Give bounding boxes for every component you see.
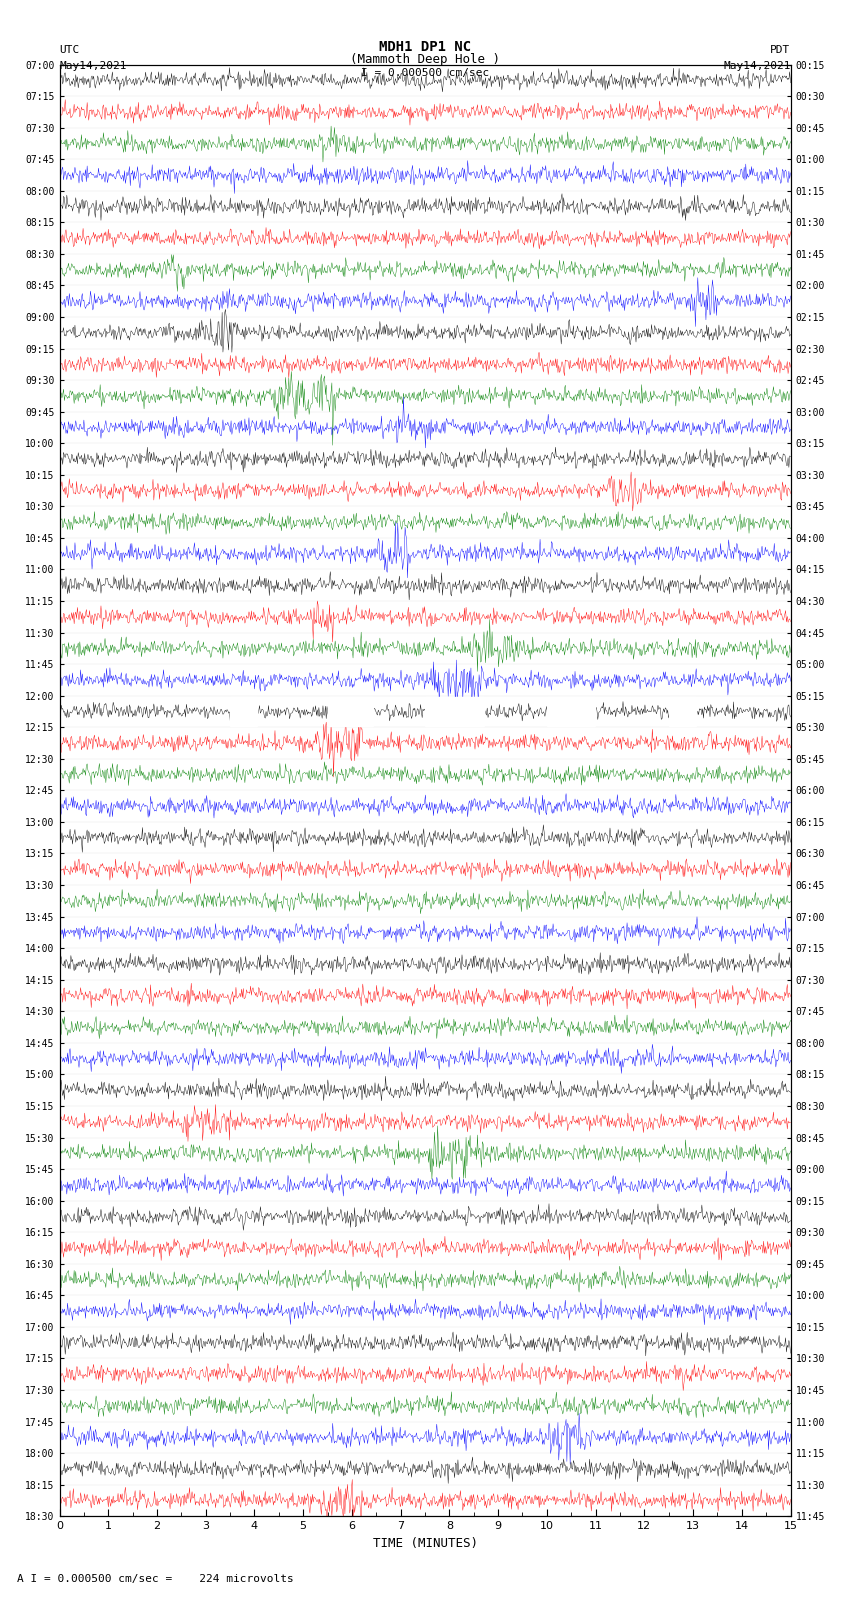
Bar [327, 697, 373, 726]
Bar [547, 697, 595, 726]
Text: MDH1 DP1 NC: MDH1 DP1 NC [379, 40, 471, 55]
Text: PDT: PDT [770, 45, 790, 55]
Text: May14,2021: May14,2021 [723, 61, 791, 71]
Text: UTC: UTC [60, 45, 80, 55]
Text: (Mammoth Deep Hole ): (Mammoth Deep Hole ) [350, 53, 500, 66]
Bar [230, 697, 257, 726]
Text: I = 0.000500 cm/sec: I = 0.000500 cm/sec [361, 68, 489, 77]
Text: A I = 0.000500 cm/sec =    224 microvolts: A I = 0.000500 cm/sec = 224 microvolts [17, 1574, 294, 1584]
X-axis label: TIME (MINUTES): TIME (MINUTES) [372, 1537, 478, 1550]
Text: May14,2021: May14,2021 [60, 61, 127, 71]
Bar [669, 697, 696, 726]
Bar [425, 697, 484, 726]
